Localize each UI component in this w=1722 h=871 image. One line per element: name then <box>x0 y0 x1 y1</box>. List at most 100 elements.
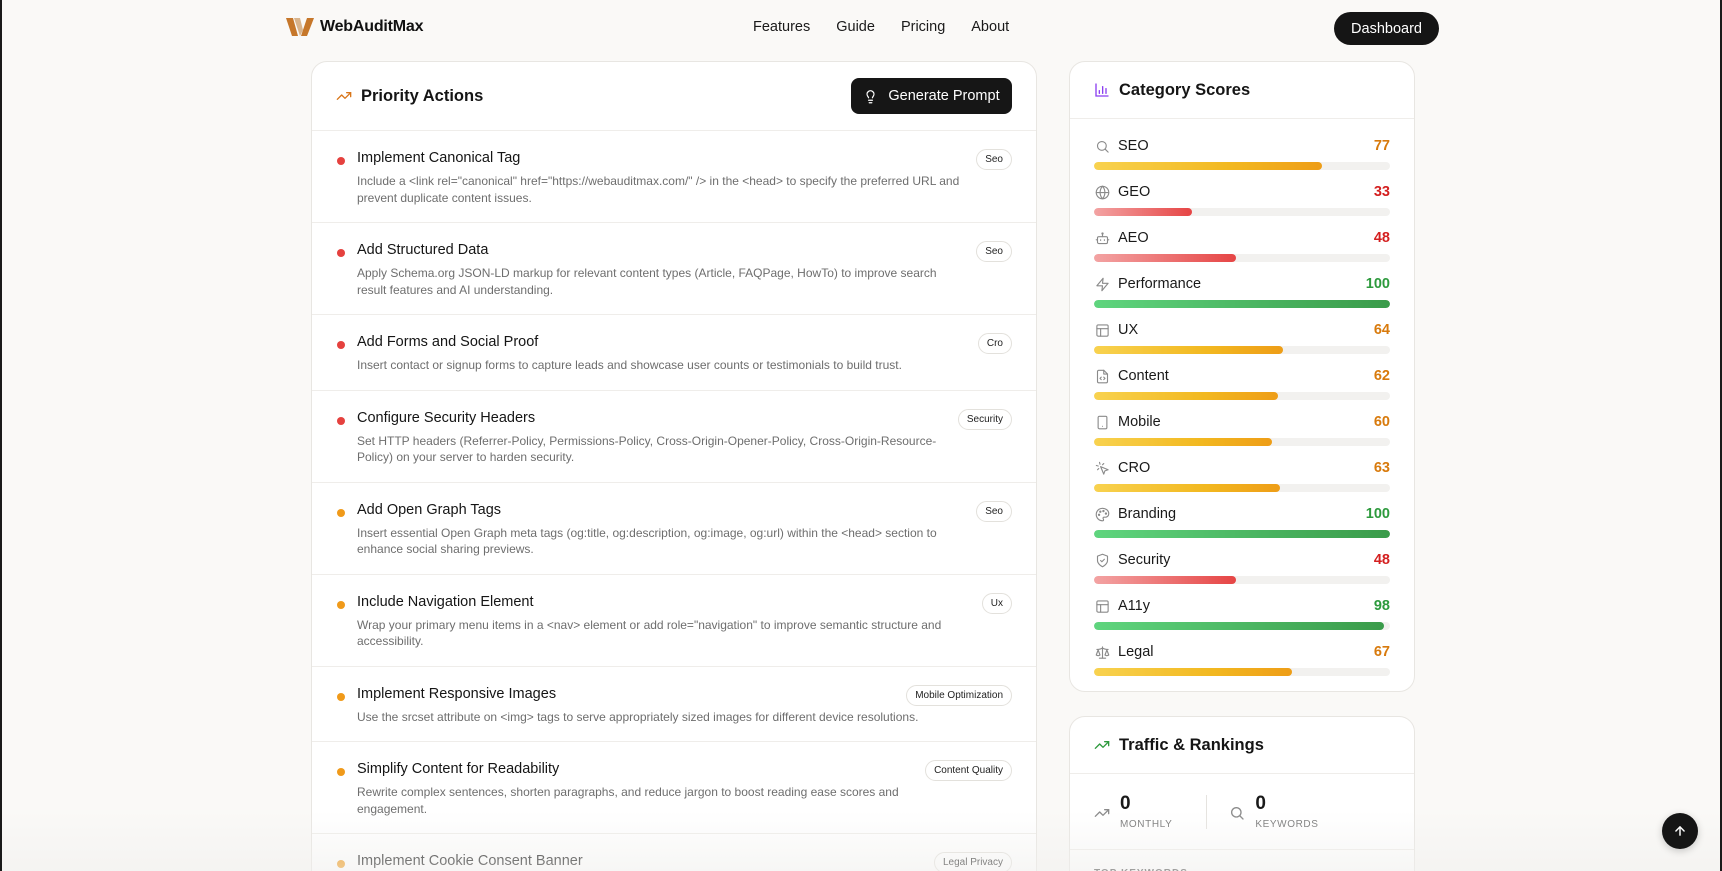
score-value: 48 <box>1373 552 1390 568</box>
top-keywords-heading: TOP KEYWORDS <box>1070 850 1414 871</box>
score-bar-track <box>1094 622 1390 630</box>
action-item-include-navigation-element[interactable]: Include Navigation Element Wrap your prim… <box>312 575 1036 667</box>
score-row-performance: Performance 100 <box>1094 269 1390 315</box>
score-bar-fill <box>1094 346 1284 354</box>
nav-pricing[interactable]: Pricing <box>900 19 946 35</box>
trending-up-icon <box>336 92 352 100</box>
monthly-traffic-value: 0 <box>1120 793 1131 814</box>
traffic-rankings-card: Traffic & Rankings 0 MONTHLY 0 KEYWORDS … <box>1069 716 1415 871</box>
file-code-icon <box>1094 368 1110 384</box>
priority-dot <box>337 157 345 165</box>
nav-features[interactable]: Features <box>753 19 811 35</box>
dashboard-button[interactable]: Dashboard <box>1334 12 1439 45</box>
logo-icon <box>286 18 314 36</box>
monthly-traffic-label: MONTHLY <box>1120 819 1173 830</box>
trending-up-icon <box>1094 809 1110 817</box>
priority-dot <box>337 341 345 349</box>
score-value: 48 <box>1373 230 1390 246</box>
score-row-seo: SEO 77 <box>1094 131 1390 177</box>
score-bar-track <box>1094 576 1390 584</box>
score-label: Security <box>1118 552 1171 568</box>
score-bar-track <box>1094 392 1390 400</box>
main-nav: Features Guide Pricing About <box>753 19 1009 35</box>
score-row-aeo: AEO 48 <box>1094 223 1390 269</box>
action-title: Configure Security Headers <box>357 409 536 426</box>
traffic-stats: 0 MONTHLY 0 KEYWORDS <box>1070 774 1414 850</box>
score-label: Performance <box>1118 276 1202 292</box>
action-item-implement-cookie-consent-banner[interactable]: Implement Cookie Consent Banner Legal Pri… <box>312 834 1036 871</box>
score-value: 98 <box>1373 598 1390 614</box>
generate-prompt-button[interactable]: Generate Prompt <box>851 78 1012 114</box>
score-label: A11y <box>1118 598 1150 614</box>
score-bar-track <box>1094 254 1390 262</box>
trending-up-icon <box>1094 741 1110 749</box>
action-item-implement-responsive-images[interactable]: Implement Responsive Images Use the srcse… <box>312 667 1036 742</box>
stat-divider <box>1206 794 1208 829</box>
category-badge: Mobile Optimization <box>906 684 1012 706</box>
lightbulb-icon <box>866 89 875 103</box>
score-value: 67 <box>1373 644 1390 660</box>
scale-icon <box>1094 644 1110 660</box>
score-row-security: Security 48 <box>1094 545 1390 591</box>
score-row-mobile: Mobile 60 <box>1094 407 1390 453</box>
keywords-label: KEYWORDS <box>1255 819 1319 830</box>
category-badge: Ux <box>981 592 1012 614</box>
scroll-to-top-button[interactable] <box>1662 813 1698 849</box>
category-badge: Seo <box>976 500 1012 522</box>
score-bar-track <box>1094 668 1390 676</box>
score-label: AEO <box>1118 230 1149 246</box>
score-row-content: Content 62 <box>1094 361 1390 407</box>
nav-guide[interactable]: Guide <box>836 19 875 35</box>
action-title: Implement Canonical Tag <box>357 150 521 166</box>
score-row-ux: UX 64 <box>1094 315 1390 361</box>
action-title: Add Open Graph Tags <box>357 501 502 518</box>
score-value: 100 <box>1365 276 1390 292</box>
action-description: Insert contact or signup forms to captur… <box>357 358 902 372</box>
action-item-configure-security-headers[interactable]: Configure Security Headers Set HTTP heade… <box>312 391 1036 483</box>
search-icon <box>1231 807 1245 820</box>
score-row-cro: CRO 63 <box>1094 453 1390 499</box>
bot-icon <box>1094 230 1110 246</box>
score-bar-track <box>1094 208 1390 216</box>
action-item-implement-canonical-tag[interactable]: Implement Canonical Tag Include a <link r… <box>312 131 1036 223</box>
category-scores-card: Category Scores SEO 77 GEO 33 AEO 48 Performan… <box>1069 61 1415 692</box>
score-label: Content <box>1118 368 1169 384</box>
score-value: 64 <box>1373 322 1390 338</box>
monthly-traffic-stat: 0 MONTHLY <box>1094 793 1172 830</box>
score-label: Mobile <box>1118 414 1161 430</box>
smartphone-icon <box>1094 414 1110 430</box>
score-bar-track <box>1094 484 1390 492</box>
generate-prompt-label: Generate Prompt <box>888 88 1000 104</box>
action-item-simplify-content-for-readability[interactable]: Simplify Content for Readability Rewrite … <box>312 742 1036 834</box>
category-scores-list: SEO 77 GEO 33 AEO 48 Performance 100 UX 64 Content… <box>1070 119 1414 683</box>
action-title: Add Structured Data <box>357 242 489 258</box>
score-row-a11y: A11y 98 <box>1094 591 1390 637</box>
brand-logo[interactable]: WebAuditMax <box>286 16 423 38</box>
score-bar-track <box>1094 346 1390 354</box>
zap-icon <box>1094 276 1110 292</box>
arrow-up-icon <box>1675 826 1685 836</box>
score-bar-fill <box>1094 530 1390 538</box>
score-bar-fill <box>1094 576 1237 584</box>
action-item-add-structured-data[interactable]: Add Structured Data Apply Schema.org JSON… <box>312 223 1036 315</box>
category-badge: Cro <box>977 333 1012 354</box>
nav-about[interactable]: About <box>971 19 1010 35</box>
category-scores-header: Category Scores <box>1070 62 1414 119</box>
action-item-add-forms-and-social-proof[interactable]: Add Forms and Social Proof Insert contact… <box>312 315 1036 391</box>
keywords-stat: 0 KEYWORDS <box>1229 793 1318 830</box>
score-label: Branding <box>1118 506 1177 522</box>
layout-icon <box>1094 598 1110 614</box>
score-bar-fill <box>1094 254 1237 262</box>
action-description: Use the srcset attribute on <img> tags t… <box>357 709 919 724</box>
action-description: Rewrite complex sentences, shorten parag… <box>357 785 899 816</box>
priority-actions-title: Priority Actions <box>361 86 484 105</box>
priority-dot <box>337 600 345 609</box>
traffic-rankings-header: Traffic & Rankings <box>1070 717 1414 774</box>
action-title: Implement Cookie Consent Banner <box>357 853 583 869</box>
action-description: Wrap your primary menu items in a <nav> … <box>357 617 942 649</box>
category-badge: Legal Privacy <box>933 852 1012 871</box>
score-label: GEO <box>1118 184 1151 200</box>
action-item-add-open-graph-tags[interactable]: Add Open Graph Tags Insert essential Open… <box>312 483 1036 575</box>
category-badge: Seo <box>976 241 1012 262</box>
score-row-legal: Legal 67 <box>1094 637 1390 683</box>
